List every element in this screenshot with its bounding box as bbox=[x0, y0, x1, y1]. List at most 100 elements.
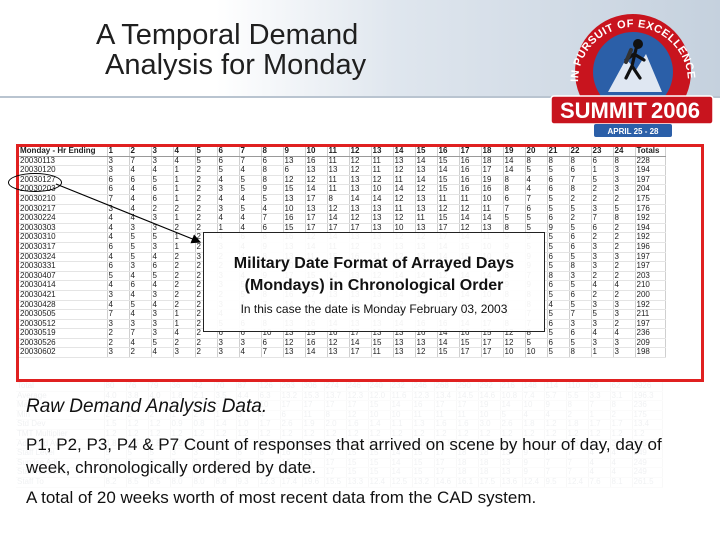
table-cell: 6 bbox=[547, 252, 570, 263]
table-cell: 7 bbox=[129, 328, 152, 339]
row-label-cell: 20030310 bbox=[19, 232, 108, 243]
slide-title: A Temporal Demand Analysis for Monday bbox=[96, 20, 416, 80]
raw-data-description: P1, P2, P3, P4 & P7 Count of responses t… bbox=[26, 435, 662, 477]
slide-title-line-2: Analysis for Monday bbox=[105, 49, 367, 81]
table-cell: 5 bbox=[569, 280, 592, 291]
row-label-cell: 20030224 bbox=[19, 213, 108, 224]
table-cell: 6 bbox=[107, 184, 130, 195]
table-cell: 6 bbox=[283, 165, 306, 176]
table-cell: 2 bbox=[107, 328, 130, 339]
table-cell: 13 bbox=[393, 156, 416, 167]
column-header: 18 bbox=[481, 147, 504, 157]
table-cell: 8 bbox=[613, 156, 636, 167]
row-label-cell: 20030414 bbox=[19, 280, 108, 291]
table-cell: 4 bbox=[107, 223, 130, 234]
table-cell: 5 bbox=[129, 242, 152, 253]
table-cell: 13 bbox=[393, 347, 416, 359]
table-cell: 8 bbox=[503, 175, 526, 186]
table-row: 20030526 2 4 5 2 2 3 3 6 12 16 12 14 15 13 13 14 15 17 12 5 6… bbox=[19, 338, 666, 349]
table-cell: 3 bbox=[107, 165, 130, 176]
table-cell: 4 bbox=[129, 309, 152, 320]
table-cell: 1 bbox=[173, 319, 196, 330]
table-cell: 2 bbox=[151, 204, 174, 215]
callout-line-1: Military Date Format of Arrayed Days bbox=[233, 255, 515, 272]
table-cell: 15 bbox=[437, 175, 460, 186]
table-cell: 13 bbox=[349, 184, 372, 195]
table-cell: 200 bbox=[635, 290, 666, 301]
table-cell: 176 bbox=[635, 204, 666, 215]
table-cell: 6 bbox=[129, 175, 152, 186]
table-cell: 2 bbox=[173, 280, 196, 291]
table-cell: 12 bbox=[349, 213, 372, 224]
table-cell: 2 bbox=[195, 213, 218, 224]
table-cell: 11 bbox=[481, 204, 504, 215]
table-cell: 3 bbox=[151, 319, 174, 330]
row-label-cell: 20030519 bbox=[19, 328, 108, 339]
table-cell: 14 bbox=[349, 194, 372, 205]
table-cell: 4 bbox=[547, 300, 570, 311]
table-cell: 17 bbox=[305, 194, 328, 205]
table-cell: 4 bbox=[613, 328, 636, 339]
table-row: 20030203 6 4 6 1 2 3 5 9 15 14 11 13 10 14 12 15 16 16 8 4 6 8… bbox=[19, 184, 666, 195]
table-cell: 5 bbox=[151, 175, 174, 186]
table-cell: 13 bbox=[371, 328, 394, 339]
table-cell: 3 bbox=[107, 347, 130, 359]
table-cell: 4 bbox=[591, 280, 614, 291]
table-cell: 4 bbox=[151, 300, 174, 311]
table-cell: 228 bbox=[635, 156, 666, 167]
table-cell: 2 bbox=[613, 261, 636, 272]
table-cell: 211 bbox=[635, 309, 666, 320]
row-label-cell: 20030512 bbox=[19, 319, 108, 330]
table-cell: 17 bbox=[349, 328, 372, 339]
table-cell: 5 bbox=[129, 232, 152, 243]
table-cell: 2 bbox=[173, 252, 196, 263]
table-cell: 14 bbox=[305, 347, 328, 359]
row-label-cell: 20030217 bbox=[19, 204, 108, 215]
table-cell: 5 bbox=[569, 300, 592, 311]
table-cell: 17 bbox=[349, 347, 372, 359]
table-row: 20030210 7 4 6 1 2 4 4 5 13 17 8 14 14 12 13 11 11 10 6 7 5 2 2… bbox=[19, 194, 666, 205]
table-cell: 1 bbox=[591, 347, 614, 359]
table-cell: 2 bbox=[591, 194, 614, 205]
table-cell: 5 bbox=[547, 232, 570, 243]
table-cell: 12 bbox=[437, 204, 460, 215]
table-cell: 18 bbox=[481, 156, 504, 167]
logo-year-text: 2006 bbox=[651, 98, 700, 123]
table-cell: 8 bbox=[547, 271, 570, 282]
table-cell: 3 bbox=[591, 319, 614, 330]
table-cell: 12 bbox=[327, 204, 350, 215]
table-cell: 4 bbox=[129, 184, 152, 195]
table-cell: 6 bbox=[107, 175, 130, 186]
table-cell: 1 bbox=[173, 309, 196, 320]
table-cell: 6 bbox=[591, 223, 614, 234]
table-cell: 5 bbox=[569, 223, 592, 234]
table-cell: 14 bbox=[415, 156, 438, 167]
table-cell: 10 bbox=[481, 194, 504, 205]
row-label-cell: 20030113 bbox=[19, 156, 108, 167]
table-cell: 1 bbox=[173, 232, 196, 243]
table-cell: 3 bbox=[613, 309, 636, 320]
table-cell: 12 bbox=[393, 213, 416, 224]
table-cell: 16 bbox=[459, 175, 482, 186]
table-cell: 3 bbox=[217, 184, 240, 195]
table-cell: 4 bbox=[525, 184, 548, 195]
table-cell: 13 bbox=[393, 328, 416, 339]
table-cell: 11 bbox=[327, 156, 350, 167]
table-cell: 4 bbox=[239, 213, 262, 224]
table-cell: 14 bbox=[503, 156, 526, 167]
table-cell: 3 bbox=[217, 338, 240, 349]
table-cell: 5 bbox=[525, 338, 548, 349]
table-cell: 10 bbox=[371, 184, 394, 195]
table-cell: 12 bbox=[305, 175, 328, 186]
table-cell: 4 bbox=[217, 213, 240, 224]
table-cell: 3 bbox=[613, 175, 636, 186]
table-cell: 209 bbox=[635, 338, 666, 349]
table-cell: 12 bbox=[503, 338, 526, 349]
table-cell: 14 bbox=[415, 175, 438, 186]
table-cell: 2 bbox=[173, 261, 196, 272]
table-cell: 5 bbox=[129, 252, 152, 263]
table-cell: 12 bbox=[283, 175, 306, 186]
table-cell: 5 bbox=[525, 213, 548, 224]
table-cell: 10 bbox=[503, 347, 526, 359]
row-label-cell: 20030331 bbox=[19, 261, 108, 272]
